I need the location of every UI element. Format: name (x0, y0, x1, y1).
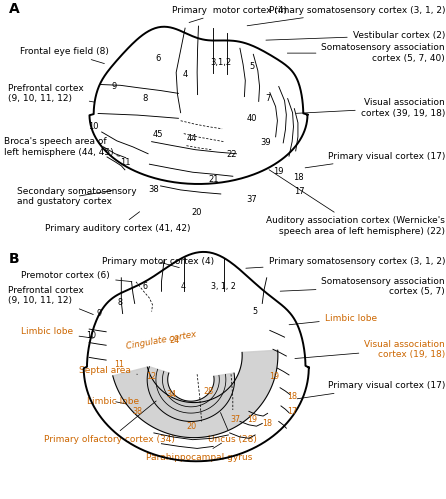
Text: 7: 7 (265, 94, 270, 103)
Text: 4: 4 (182, 70, 188, 79)
Text: 18: 18 (287, 392, 297, 401)
Text: A: A (9, 2, 20, 16)
Text: 5: 5 (252, 307, 258, 316)
Text: Prefrontal cortex
(9, 10, 11, 12): Prefrontal cortex (9, 10, 11, 12) (8, 84, 95, 103)
Text: 37: 37 (247, 195, 257, 204)
Text: Auditory association cortex (Wernicke's
speech area of left hemisphere) (22): Auditory association cortex (Wernicke's … (266, 170, 445, 236)
Text: Septal area: Septal area (79, 366, 137, 375)
Text: 11: 11 (115, 360, 124, 369)
Text: 38: 38 (132, 407, 142, 416)
Text: Primary  motor cortex (4): Primary motor cortex (4) (172, 5, 287, 22)
Text: Primary visual cortex (17): Primary visual cortex (17) (297, 381, 445, 399)
Text: 38: 38 (149, 185, 159, 194)
Text: Limbic lobe: Limbic lobe (87, 397, 139, 406)
Text: 4: 4 (180, 282, 186, 291)
Text: Premotor cortex (6): Premotor cortex (6) (21, 270, 132, 281)
Text: Visual association
cortex (39, 19, 18): Visual association cortex (39, 19, 18) (296, 98, 445, 118)
Text: Broca's speech area of
left hemisphere (44, 45): Broca's speech area of left hemisphere (… (4, 137, 120, 157)
Text: 21: 21 (209, 175, 219, 184)
Text: Primary somatosensory cortex (3, 1, 2): Primary somatosensory cortex (3, 1, 2) (247, 5, 445, 26)
Text: Somatosensory association
cortex (5, 7, 40): Somatosensory association cortex (5, 7, … (287, 43, 445, 63)
Text: 18: 18 (263, 419, 273, 428)
Text: 45: 45 (153, 130, 164, 139)
Text: 5: 5 (249, 62, 255, 71)
Text: Visual association
cortex (19, 18): Visual association cortex (19, 18) (295, 340, 445, 359)
Text: 3,1,2: 3,1,2 (210, 58, 231, 67)
Text: 6: 6 (142, 282, 148, 291)
Text: 44: 44 (186, 134, 197, 143)
Text: 37: 37 (231, 415, 240, 424)
Text: Limbic lobe: Limbic lobe (289, 314, 377, 325)
Text: Primary motor cortex (4): Primary motor cortex (4) (102, 257, 214, 267)
Text: 20: 20 (187, 422, 197, 431)
Text: 24: 24 (169, 336, 179, 345)
Text: 8: 8 (118, 297, 123, 306)
Text: Primary auditory cortex (41, 42): Primary auditory cortex (41, 42) (45, 212, 190, 233)
Text: 19: 19 (273, 167, 284, 176)
Text: 18: 18 (293, 173, 304, 182)
Text: 10: 10 (88, 122, 99, 131)
Text: Primary olfactory cortex (34): Primary olfactory cortex (34) (44, 401, 174, 444)
Text: B: B (9, 252, 20, 266)
Polygon shape (147, 367, 235, 422)
Text: Primary somatosensory cortex (3, 1, 2): Primary somatosensory cortex (3, 1, 2) (246, 257, 445, 268)
Text: Secondary somatosensory
and gustatory cortex: Secondary somatosensory and gustatory co… (17, 187, 136, 206)
Text: 34: 34 (167, 390, 177, 399)
Text: 6: 6 (156, 54, 161, 63)
Text: 39: 39 (260, 138, 271, 147)
Text: Prefrontal cortex
(9, 10, 11, 12): Prefrontal cortex (9, 10, 11, 12) (8, 285, 93, 314)
Text: 22: 22 (227, 150, 237, 160)
Text: 12: 12 (146, 372, 156, 381)
Text: Somatosensory association
cortex (5, 7): Somatosensory association cortex (5, 7) (280, 277, 445, 296)
Text: 19: 19 (247, 415, 257, 424)
Text: 17: 17 (294, 187, 305, 196)
Text: 17: 17 (287, 407, 297, 416)
Text: Uncus (28): Uncus (28) (207, 413, 256, 444)
Polygon shape (113, 350, 278, 438)
Text: Cingulate cortex: Cingulate cortex (126, 330, 197, 351)
Text: 19: 19 (269, 372, 279, 381)
Text: 9: 9 (96, 309, 102, 318)
Text: 9: 9 (111, 82, 116, 91)
Text: 8: 8 (142, 94, 148, 103)
Text: Limbic lobe: Limbic lobe (21, 327, 93, 338)
Text: Vestibular cortex (2): Vestibular cortex (2) (266, 31, 445, 40)
Text: 28: 28 (204, 387, 214, 396)
Text: Parahippocampal gyrus: Parahippocampal gyrus (145, 443, 252, 462)
Text: 40: 40 (247, 114, 257, 123)
Text: 3, 1, 2: 3, 1, 2 (211, 282, 235, 291)
Text: Frontal eye field (8): Frontal eye field (8) (20, 47, 109, 63)
Text: 11: 11 (120, 159, 130, 168)
Text: 20: 20 (191, 208, 202, 217)
Text: 10: 10 (87, 331, 96, 340)
Text: Primary visual cortex (17): Primary visual cortex (17) (305, 152, 445, 168)
